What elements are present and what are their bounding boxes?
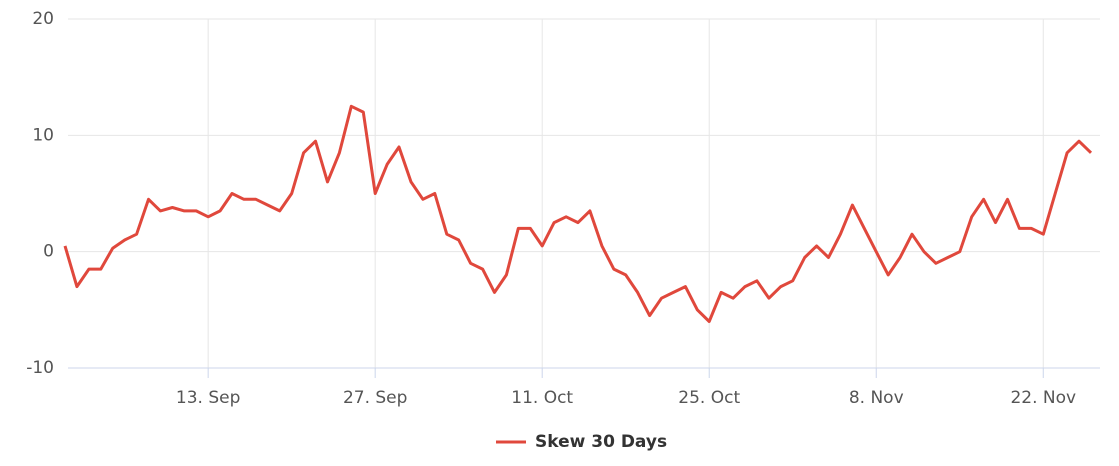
y-tick-label: 10	[32, 125, 54, 145]
x-tick-label: 22. Nov	[1010, 388, 1076, 408]
line	[63, 104, 1093, 323]
x-tick-label: 8. Nov	[849, 388, 904, 408]
y-tick-label: 0	[43, 242, 54, 262]
legend-text[interactable]: Skew 30 Days	[535, 432, 667, 452]
x-tick-label: 27. Sep	[343, 388, 407, 408]
x-tick-label: 25. Oct	[678, 388, 740, 408]
x-tick-label: 13. Sep	[176, 388, 240, 408]
y-tick-label: 20	[32, 9, 54, 29]
x-tick-label: 11. Oct	[511, 388, 573, 408]
y-tick-label: -10	[26, 358, 54, 378]
